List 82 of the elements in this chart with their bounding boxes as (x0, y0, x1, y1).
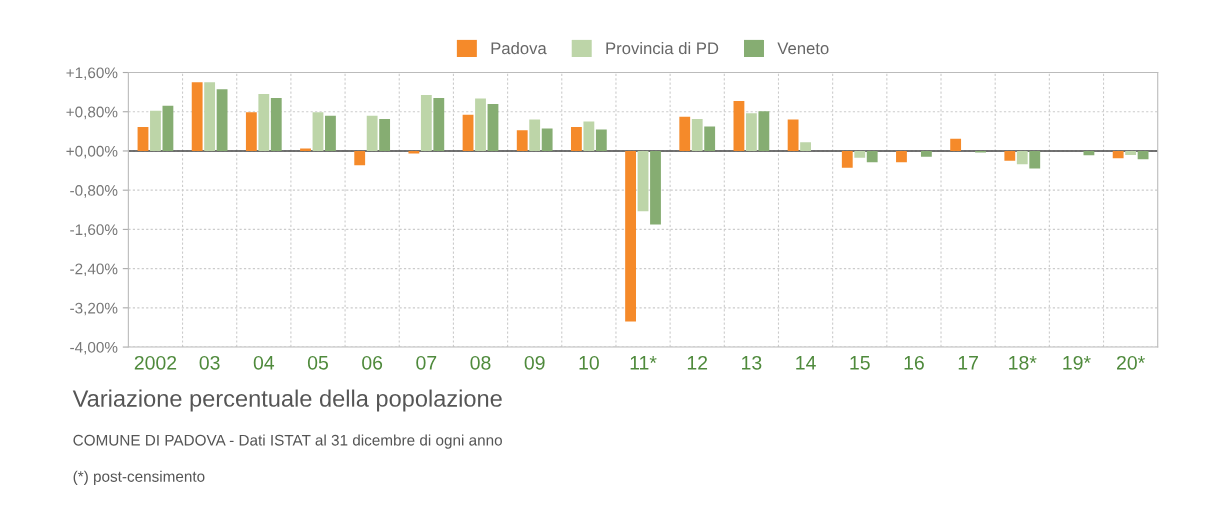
x-tick-label: 04 (253, 355, 275, 370)
x-tick-label: 08 (470, 355, 491, 370)
bar (516, 130, 528, 151)
legend-label: Provincia di PD (606, 41, 719, 55)
bar (841, 150, 853, 168)
bar (1029, 150, 1041, 169)
bar (433, 98, 445, 151)
bar (866, 150, 878, 163)
bar (529, 119, 541, 151)
bar (379, 119, 391, 151)
text: COMUNE DI PADOVA - Dati ISTAT al 31 dicembre di ogni anno (73, 434, 502, 449)
bar (583, 121, 595, 151)
bar (245, 112, 257, 151)
x-tick-label: 07 (416, 355, 437, 370)
bar (1016, 150, 1028, 165)
bar (137, 126, 149, 151)
legend-label: Veneto (777, 42, 829, 55)
bar (854, 150, 866, 158)
x-tick-label: 13 (742, 355, 762, 370)
bar (270, 98, 282, 151)
bar (733, 100, 745, 151)
bar (366, 115, 378, 151)
bar (920, 150, 932, 157)
bar (1083, 150, 1095, 156)
bar (150, 110, 161, 151)
bar (800, 142, 811, 151)
y-tick-label: -1,60% (70, 224, 118, 237)
y-tick-label: -0,80% (70, 185, 118, 198)
bar (679, 116, 691, 151)
bar (950, 138, 962, 151)
x-tick-label: 2002 (134, 355, 177, 370)
x-tick-label: 20* (1117, 355, 1145, 370)
bar (420, 95, 432, 151)
y-tick-label: -4,00% (70, 341, 118, 355)
bar (191, 82, 203, 151)
y-tick-label: +1,60% (66, 67, 118, 81)
x-tick-label: 14 (796, 356, 816, 370)
x-tick-label: 09 (524, 355, 545, 370)
text: (*) post-censimento (73, 470, 205, 485)
bar (704, 126, 716, 151)
bar (1137, 150, 1149, 160)
y-tick-label: -3,20% (70, 302, 118, 316)
x-tick-label: 06 (362, 355, 383, 370)
bar (625, 150, 636, 322)
y-tick-label: +0,80% (66, 106, 118, 120)
bar (758, 111, 770, 151)
bar (896, 150, 907, 163)
x-tick-label: 11* (630, 356, 657, 370)
legend-label: Padova (491, 41, 547, 55)
bar (1004, 150, 1016, 161)
x-tick-label: 16 (904, 355, 924, 370)
x-tick-label: 18* (1009, 355, 1037, 370)
bar (570, 126, 582, 151)
bar (487, 103, 499, 151)
x-tick-label: 19* (1063, 355, 1091, 370)
text: Variazione percentuale della popolazione (72, 389, 502, 412)
bar (787, 119, 799, 151)
bar (541, 128, 553, 151)
bar (216, 89, 228, 151)
x-tick-label: 15 (850, 356, 870, 370)
bar (475, 98, 486, 151)
bar (1125, 150, 1137, 155)
bar (462, 114, 474, 151)
x-tick-label: 12 (687, 355, 708, 370)
bar (691, 119, 703, 151)
bar (258, 94, 270, 151)
bar (637, 150, 649, 212)
bar (325, 115, 336, 151)
bar (204, 82, 216, 151)
bar (595, 129, 607, 151)
x-tick-label: 17 (958, 356, 978, 370)
x-tick-label: 03 (199, 355, 220, 370)
bar (650, 150, 661, 225)
bar (1112, 150, 1124, 159)
y-tick-label: +0,00% (66, 145, 118, 159)
y-tick-label: -2,40% (70, 263, 118, 277)
bar (745, 113, 757, 151)
x-tick-label: 05 (307, 355, 328, 370)
bar (162, 105, 174, 151)
x-tick-label: 10 (579, 355, 599, 370)
bar (312, 112, 324, 151)
bar (354, 150, 366, 166)
